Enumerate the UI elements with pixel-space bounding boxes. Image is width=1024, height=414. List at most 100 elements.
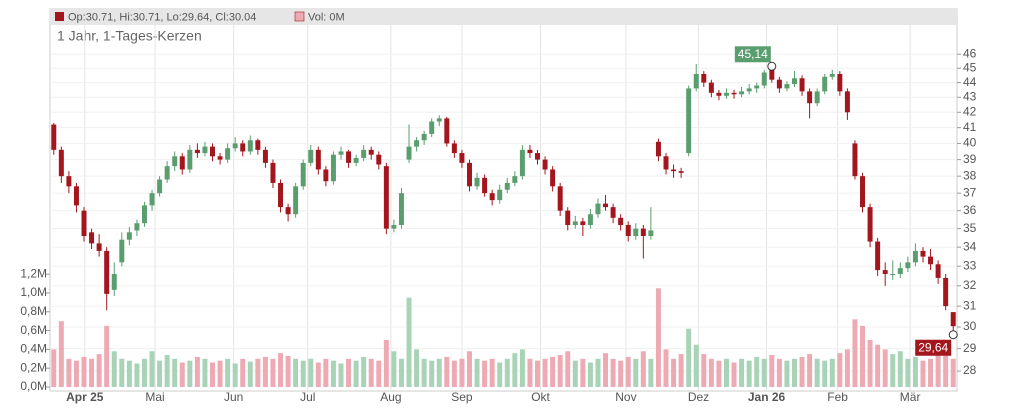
candle-body	[293, 186, 299, 215]
volume-bar	[512, 353, 518, 387]
x-tick-label: Nov	[615, 390, 636, 404]
candle-body	[867, 207, 873, 242]
candle-body	[512, 176, 518, 183]
candle-body	[338, 151, 344, 155]
volume-bar	[769, 355, 775, 387]
volume-bar	[799, 356, 805, 387]
volume-bar	[210, 362, 215, 387]
candle-body	[398, 193, 404, 226]
vol-info: Vol: 0M	[308, 11, 345, 23]
candle-body	[164, 166, 170, 180]
candle-body	[822, 76, 828, 92]
x-tick-label: Sep	[451, 390, 473, 404]
volume-bar	[323, 358, 329, 387]
candle-body	[580, 221, 586, 226]
plot-frame	[49, 8, 958, 392]
candle-body	[104, 250, 110, 294]
candle-body	[943, 277, 949, 307]
volume-bar	[504, 358, 510, 387]
volume-bar	[640, 351, 646, 387]
candle-body	[693, 73, 699, 89]
volume-bar	[542, 358, 548, 387]
volume-bar	[459, 358, 465, 387]
candle-body	[769, 68, 775, 80]
candle-body	[391, 225, 397, 229]
volume-bar	[920, 360, 926, 387]
volume-bar	[346, 358, 352, 387]
volume-bar	[338, 363, 344, 387]
volume-bar	[852, 319, 858, 387]
ohlc-info: Op:30.71, Hi:30.71, Lo:29.64, Cl:30.04	[68, 11, 256, 23]
candle-body	[323, 169, 329, 182]
volume-bar	[875, 344, 881, 387]
volume-bar	[550, 356, 556, 387]
volume-bar	[912, 356, 918, 387]
candle-body	[686, 88, 692, 154]
candle-body	[247, 140, 253, 152]
volume-bar	[489, 358, 495, 387]
candle-body	[149, 193, 155, 206]
candle-body	[754, 85, 760, 89]
candle-body	[708, 82, 714, 93]
volume-bar	[814, 358, 820, 387]
volume-bar	[89, 358, 95, 387]
y-tick-label: 31	[963, 298, 977, 312]
volume-bar	[776, 358, 782, 387]
annotation-box	[915, 339, 952, 356]
candle-body	[89, 232, 95, 244]
y-tick-label: 33	[963, 258, 977, 272]
candle-body	[678, 171, 684, 173]
candle-body	[383, 166, 389, 229]
candle-body	[504, 182, 510, 190]
x-tick-label: Jul	[300, 390, 315, 404]
chart-title: 1 Jahr, 1-Tages-Kerzen	[57, 28, 202, 44]
candle-body	[746, 88, 752, 92]
candle-body	[278, 182, 284, 208]
candle-body	[557, 186, 563, 211]
volume-bar	[595, 358, 601, 387]
volume-bar	[897, 351, 903, 387]
volume-bar	[557, 355, 563, 387]
candle-body	[482, 177, 488, 194]
candle-body	[610, 207, 616, 218]
y-tick-label: 39	[963, 152, 977, 166]
candle-body	[550, 169, 556, 187]
volume-bar	[421, 358, 427, 387]
candle-body	[618, 217, 624, 226]
volume-bar	[217, 360, 223, 387]
candle-body	[187, 149, 193, 170]
x-tick-label: Feb	[827, 390, 848, 404]
volume-bar	[905, 358, 911, 387]
volume-bar	[844, 349, 850, 387]
volume-bar	[278, 353, 284, 387]
volume-bar	[867, 339, 873, 387]
annotation-label: 29,64	[918, 340, 948, 354]
candle-body	[436, 118, 442, 122]
candle-body	[633, 228, 639, 236]
candle-body	[837, 73, 843, 92]
volume-bar	[225, 358, 231, 387]
volume-bar	[391, 351, 397, 387]
y2-tick-label: 0,8M	[20, 304, 47, 318]
candle-body	[625, 225, 631, 236]
volume-bar	[882, 349, 888, 387]
volume-bar	[655, 288, 661, 387]
volume-bar	[361, 356, 367, 387]
y-tick-label: 32	[963, 278, 977, 292]
volume-bar	[663, 349, 669, 387]
volume-bar	[444, 356, 450, 387]
volume-bar	[603, 353, 609, 387]
y-tick-label: 44	[963, 75, 977, 89]
candle-body	[157, 179, 163, 194]
volume-bar	[935, 355, 941, 387]
candle-body	[119, 239, 125, 263]
volume-bar	[731, 362, 737, 387]
candle-body	[444, 118, 450, 144]
candle-body	[368, 149, 374, 155]
candle-body	[414, 140, 420, 147]
y2-tick-label: 0,2M	[20, 360, 47, 374]
candle-body	[141, 205, 147, 224]
y2-tick-label: 0,4M	[20, 342, 47, 356]
candle-body	[648, 230, 654, 236]
volume-bar	[837, 353, 843, 387]
